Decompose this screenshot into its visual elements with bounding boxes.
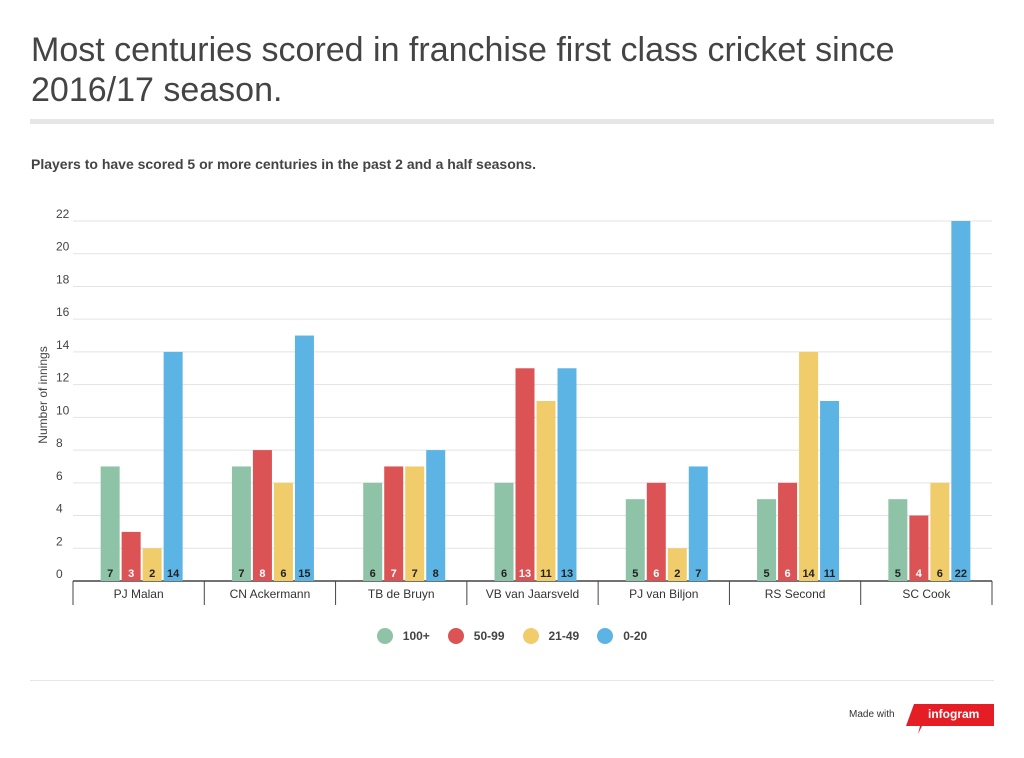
data-label: 4 bbox=[916, 568, 923, 580]
bar-21-49 bbox=[273, 482, 293, 581]
data-label: 3 bbox=[128, 568, 134, 580]
data-label: 14 bbox=[802, 568, 815, 580]
y-tick-label: 10 bbox=[56, 403, 70, 417]
x-tick-label: TB de Bruyn bbox=[368, 587, 435, 601]
data-label: 6 bbox=[280, 568, 286, 580]
data-label: 8 bbox=[433, 568, 439, 580]
bar-21-49 bbox=[930, 482, 950, 581]
data-label: 22 bbox=[955, 568, 967, 580]
brand-label[interactable]: infogram bbox=[928, 707, 980, 721]
bar-0-20 bbox=[557, 368, 577, 581]
data-label: 8 bbox=[259, 568, 265, 580]
bar-50-99 bbox=[515, 368, 535, 581]
chart-legend: 100+ 50-99 21-49 0-20 bbox=[0, 628, 1024, 644]
data-label: 5 bbox=[632, 568, 638, 580]
bar-0-20 bbox=[951, 221, 971, 581]
data-label: 5 bbox=[764, 568, 770, 580]
y-tick-label: 8 bbox=[56, 436, 63, 450]
data-label: 7 bbox=[412, 568, 418, 580]
y-tick-label: 18 bbox=[56, 272, 70, 286]
data-label: 5 bbox=[895, 568, 901, 580]
infogram-logo[interactable] bbox=[906, 704, 994, 734]
bar-21-49 bbox=[142, 548, 162, 581]
legend-swatch bbox=[597, 628, 614, 644]
legend-item[interactable]: 21-49 bbox=[522, 628, 580, 644]
y-tick-label: 0 bbox=[56, 567, 63, 581]
legend-label: 0-20 bbox=[623, 629, 648, 643]
y-tick-label: 12 bbox=[56, 371, 70, 385]
y-tick-label: 2 bbox=[56, 534, 63, 548]
bar-100+ bbox=[100, 466, 120, 581]
bar-50-99 bbox=[384, 466, 404, 581]
bar-100+ bbox=[757, 499, 777, 581]
bar-0-20 bbox=[688, 466, 708, 581]
data-label: 13 bbox=[519, 568, 531, 580]
legend-label: 50-99 bbox=[473, 629, 505, 643]
legend-swatch bbox=[376, 628, 393, 644]
x-tick-label: RS Second bbox=[765, 587, 826, 601]
bar-50-99 bbox=[909, 515, 929, 581]
data-label: 13 bbox=[561, 568, 573, 580]
bar-100+ bbox=[625, 499, 645, 581]
data-label: 7 bbox=[695, 568, 701, 580]
bar-21-49 bbox=[667, 548, 687, 581]
bar-0-20 bbox=[294, 335, 314, 581]
x-tick-label: VB van Jaarsveld bbox=[486, 587, 579, 601]
bar-0-20 bbox=[820, 401, 840, 581]
chart-subtitle: Players to have scored 5 or more centuri… bbox=[31, 156, 536, 172]
data-label: 7 bbox=[238, 568, 244, 580]
legend-label: 100+ bbox=[402, 629, 430, 643]
bar-50-99 bbox=[778, 482, 798, 581]
legend-swatch bbox=[522, 628, 539, 644]
bar-100+ bbox=[888, 499, 908, 581]
x-tick-label: PJ van Biljon bbox=[629, 587, 698, 601]
made-with-label: Made with bbox=[849, 709, 895, 720]
legend-item[interactable]: 50-99 bbox=[447, 628, 505, 644]
data-label: 6 bbox=[370, 568, 376, 580]
bar-50-99 bbox=[252, 450, 272, 581]
y-tick-label: 6 bbox=[56, 469, 63, 483]
data-label: 6 bbox=[501, 568, 507, 580]
page-title: Most centuries scored in franchise first… bbox=[31, 31, 895, 109]
bar-50-99 bbox=[121, 531, 141, 581]
y-tick-label: 16 bbox=[56, 305, 70, 319]
y-tick-label: 22 bbox=[56, 207, 70, 221]
data-label: 14 bbox=[167, 568, 180, 580]
data-label: 2 bbox=[674, 568, 680, 580]
bar-0-20 bbox=[426, 450, 446, 581]
title-divider bbox=[30, 119, 994, 124]
footer-divider bbox=[30, 680, 994, 681]
y-tick-label: 4 bbox=[56, 502, 63, 516]
y-tick-label: 14 bbox=[56, 338, 70, 352]
legend-item[interactable]: 0-20 bbox=[597, 628, 647, 644]
x-tick-label: PJ Malan bbox=[114, 587, 164, 601]
bar-100+ bbox=[494, 482, 514, 581]
data-label: 11 bbox=[824, 568, 836, 580]
legend-item[interactable]: 100+ bbox=[376, 628, 430, 644]
y-axis-label: Number of innings bbox=[36, 346, 50, 443]
x-tick-label: CN Ackermann bbox=[230, 587, 311, 601]
data-label: 6 bbox=[785, 568, 791, 580]
bar-21-49 bbox=[536, 401, 556, 581]
x-tick-label: SC Cook bbox=[902, 587, 951, 601]
data-label: 2 bbox=[149, 568, 155, 580]
data-label: 7 bbox=[107, 568, 113, 580]
bar-100+ bbox=[363, 482, 383, 581]
bar-100+ bbox=[231, 466, 251, 581]
bar-50-99 bbox=[646, 482, 666, 581]
data-label: 11 bbox=[540, 568, 552, 580]
y-tick-label: 20 bbox=[56, 240, 70, 254]
data-label: 6 bbox=[653, 568, 659, 580]
data-label: 6 bbox=[937, 568, 943, 580]
bar-21-49 bbox=[405, 466, 425, 581]
data-label: 15 bbox=[298, 568, 310, 580]
bar-21-49 bbox=[799, 351, 819, 581]
legend-label: 21-49 bbox=[548, 629, 580, 643]
bar-0-20 bbox=[163, 351, 183, 581]
legend-swatch bbox=[447, 628, 464, 644]
data-label: 7 bbox=[391, 568, 397, 580]
